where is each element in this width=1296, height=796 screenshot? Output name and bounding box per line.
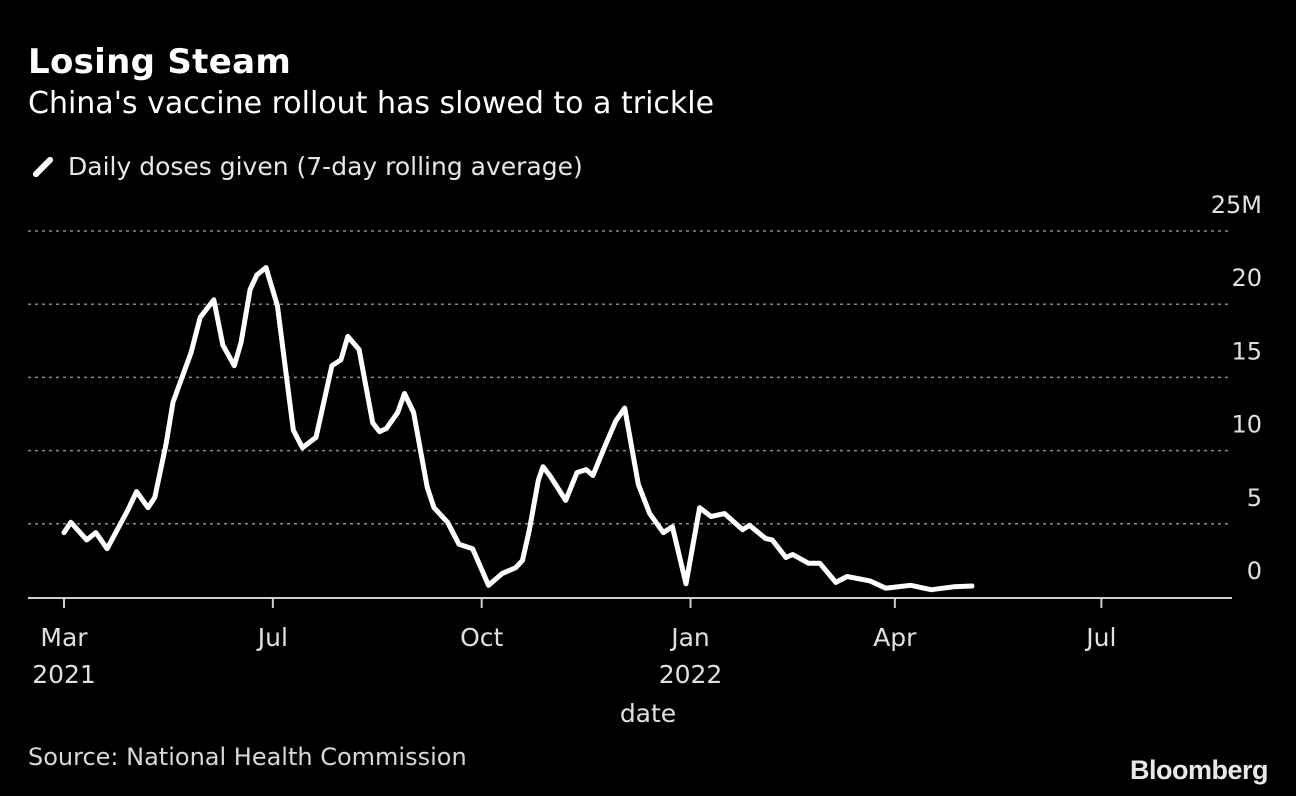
x-tick-label: Jul [1084, 623, 1116, 652]
source-note: Source: National Health Commission [28, 743, 467, 771]
y-tick-label: 15 [1231, 337, 1262, 365]
chart-title: Losing Steam [28, 42, 292, 82]
x-tick-label: Oct [460, 623, 503, 652]
y-tick-label: 5 [1247, 484, 1262, 512]
bloomberg-logo: Bloomberg [1129, 755, 1269, 785]
series-line-daily-doses [61, 265, 975, 593]
x-axis-label: date [620, 699, 676, 728]
x-tick-label: Jan [669, 623, 710, 652]
y-tick-label: 20 [1231, 264, 1262, 292]
chart-subtitle: China's vaccine rollout has slowed to a … [28, 86, 715, 121]
x-tick-year-label: 2021 [32, 660, 96, 689]
y-tick-label: 25M [1211, 191, 1262, 219]
x-tick-label: Mar [40, 623, 88, 652]
x-tick-year-label: 2022 [659, 660, 723, 689]
x-tick-label: Jul [256, 623, 288, 652]
y-tick-label: 10 [1231, 411, 1262, 439]
legend: Daily doses given (7-day rolling average… [30, 152, 583, 181]
x-tick-label: Apr [873, 623, 917, 652]
y-tick-label: 0 [1247, 557, 1262, 585]
legend-label: Daily doses given (7-day rolling average… [68, 152, 583, 181]
